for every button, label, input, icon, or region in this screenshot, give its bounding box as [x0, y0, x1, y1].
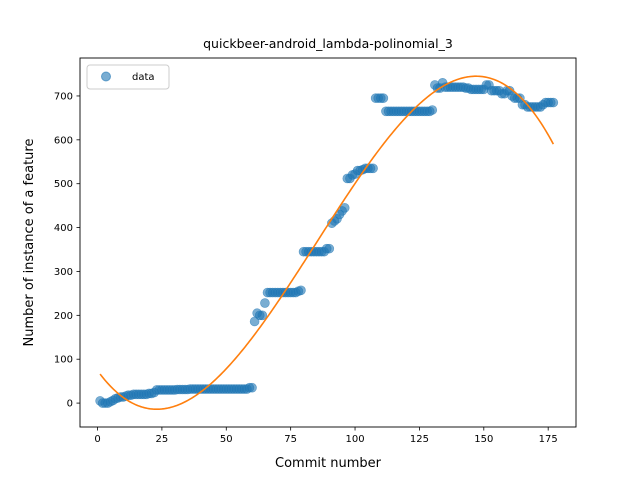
x-tick-label: 125	[410, 434, 429, 445]
legend: data	[86, 64, 170, 90]
y-tick-label: 700	[54, 91, 73, 102]
x-tick-label: 25	[156, 434, 169, 445]
data-point	[247, 382, 257, 393]
y-axis: 0 100 200 300 400 500 600 700	[54, 91, 80, 410]
y-tick-label: 0	[67, 399, 73, 410]
data-point	[296, 285, 306, 296]
y-axis-label: Number of instance of a feature	[22, 139, 37, 347]
x-tick-label: 175	[539, 434, 558, 445]
legend-box	[86, 64, 170, 90]
y-tick-label: 400	[54, 223, 73, 234]
x-axis: 0 25 50 75 100 125 150 175	[94, 427, 558, 445]
y-tick-label: 600	[54, 135, 73, 146]
legend-marker	[101, 71, 111, 82]
legend-label-data: data	[132, 72, 155, 83]
y-tick-label: 100	[54, 355, 73, 366]
x-tick-label: 0	[94, 434, 100, 445]
y-tick-label: 500	[54, 179, 73, 190]
fit-curve	[99, 75, 555, 411]
data-point	[339, 203, 350, 213]
x-axis-label: Commit number	[275, 456, 382, 471]
data-point	[378, 93, 389, 103]
chart-title: quickbeer-android_lambda-polinomial_3	[203, 36, 453, 51]
data-point	[427, 105, 438, 115]
x-tick-label: 50	[220, 434, 233, 445]
x-tick-label: 75	[284, 434, 297, 445]
data-point	[257, 310, 268, 321]
plot-frame	[79, 57, 577, 428]
data-point	[260, 298, 270, 308]
data-point	[368, 163, 378, 174]
y-tick-label: 200	[54, 311, 73, 322]
data-point	[548, 97, 559, 108]
x-tick-label: 100	[345, 434, 364, 445]
x-tick-label: 150	[474, 434, 493, 445]
plot-area	[95, 75, 559, 411]
data-point	[324, 243, 335, 254]
y-tick-label: 300	[54, 267, 73, 278]
